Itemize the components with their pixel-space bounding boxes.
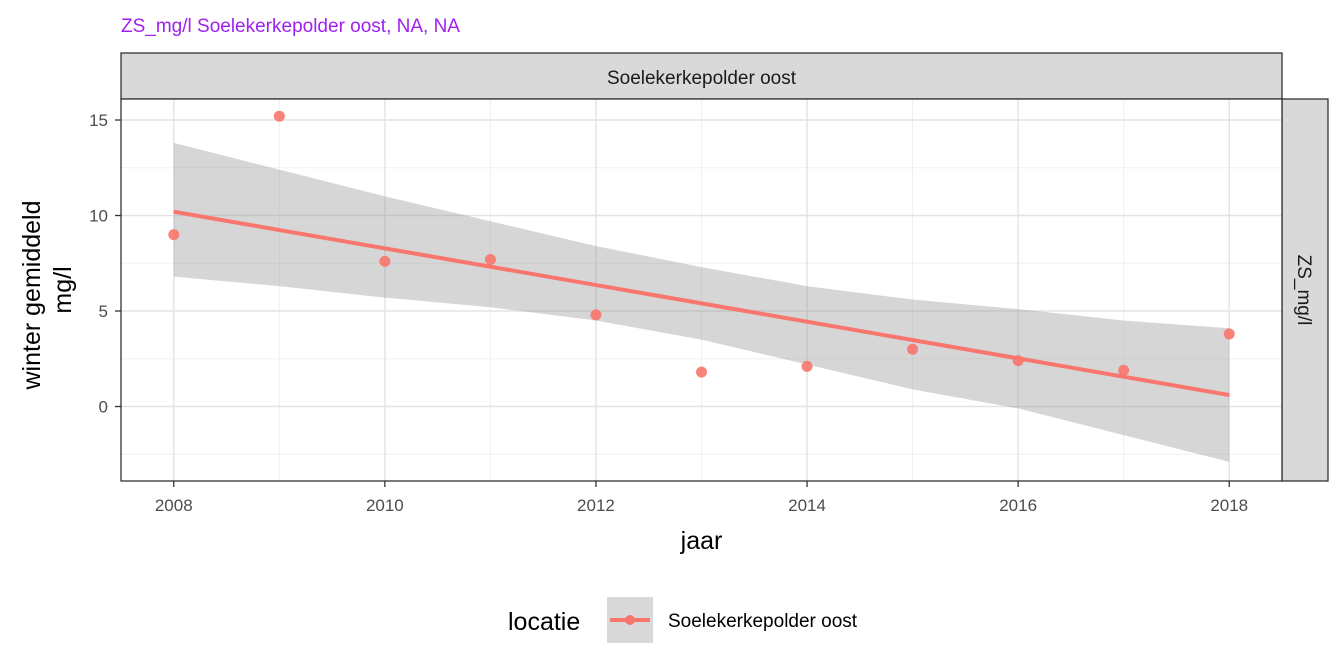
- data-point: [1118, 364, 1130, 376]
- data-point: [696, 366, 707, 378]
- plot-area: [120, 98, 1283, 482]
- data-point: [484, 253, 496, 265]
- data-point: [1223, 328, 1235, 340]
- strip-top-label: Soelekerkepolder oost: [607, 68, 797, 89]
- x-tick-label: 2018: [1210, 496, 1248, 515]
- y-axis-title-line2: mg/l: [49, 266, 77, 313]
- x-axis: 2008 2010 2012 2014 2016 2018: [155, 481, 1248, 515]
- legend-title: locatie: [508, 608, 580, 636]
- x-tick-label: 2014: [788, 496, 826, 515]
- panel-border: [120, 98, 1283, 482]
- y-axis: 0 5 10 15: [89, 111, 121, 417]
- legend: locatie Soelekerkepolder oost: [508, 597, 858, 643]
- legend-key-point: [625, 615, 635, 625]
- y-tick-label: 10: [89, 207, 108, 226]
- x-tick-label: 2012: [577, 496, 615, 515]
- trend-line-layer: [173, 209, 1230, 398]
- trend-line: [173, 209, 1230, 398]
- gridlines: [121, 99, 1282, 481]
- data-point: [168, 229, 180, 241]
- data-point: [907, 343, 919, 355]
- strip-right: ZS_mg/l: [1281, 98, 1329, 482]
- x-tick-label: 2008: [155, 496, 193, 515]
- y-tick-label: 15: [89, 111, 108, 130]
- x-tick-label: 2016: [999, 496, 1037, 515]
- data-point: [379, 255, 391, 267]
- y-tick-label: 0: [99, 398, 108, 417]
- chart-title: ZS_mg/l Soelekerkepolder oost, NA, NA: [121, 16, 460, 37]
- data-point: [1012, 355, 1024, 367]
- x-axis-title: jaar: [680, 527, 723, 555]
- data-point: [801, 360, 813, 372]
- data-points-layer: [168, 110, 1235, 378]
- data-point: [590, 309, 602, 321]
- y-tick-label: 5: [99, 302, 108, 321]
- y-axis-title-line1: winter gemiddeld: [18, 201, 46, 391]
- strip-top: Soelekerkepolder oost: [120, 52, 1283, 100]
- y-axis-title: winter gemiddeld mg/l: [18, 201, 77, 391]
- data-point: [273, 110, 285, 122]
- x-tick-label: 2010: [366, 496, 404, 515]
- strip-right-label: ZS_mg/l: [1293, 255, 1314, 326]
- legend-label: Soelekerkepolder oost: [668, 611, 858, 632]
